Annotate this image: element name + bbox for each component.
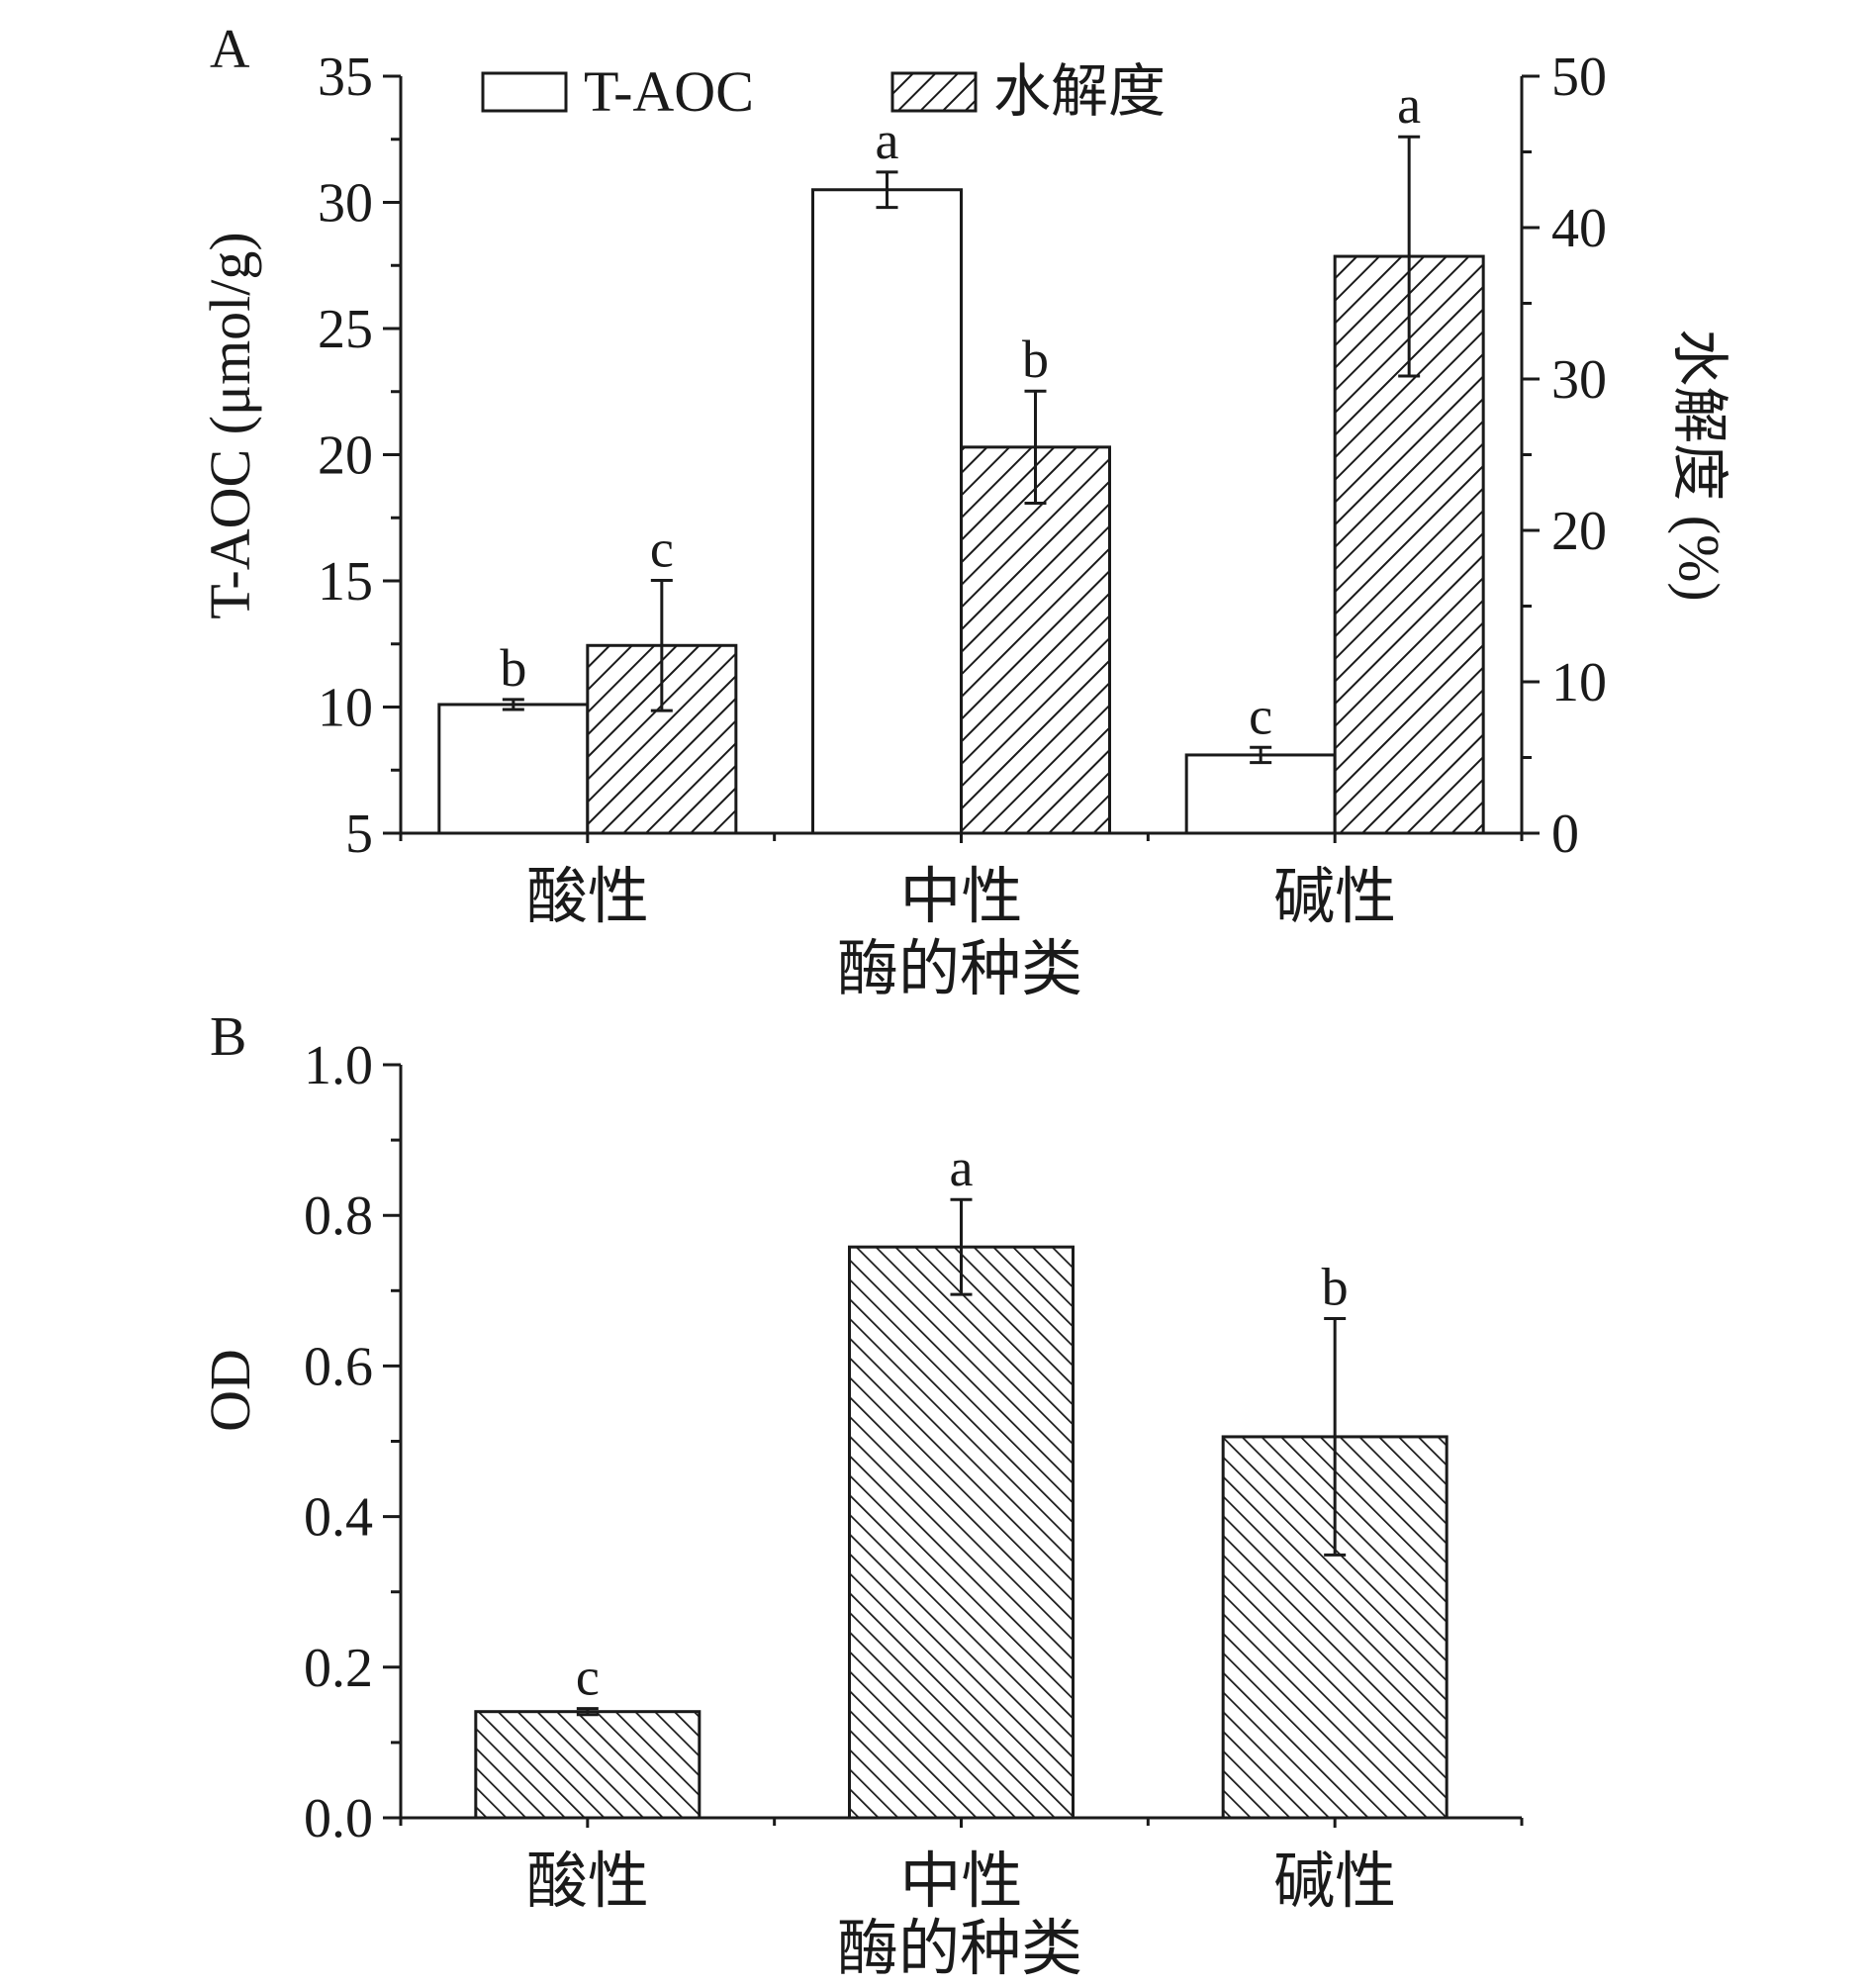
y-tick-label-b-3: 0.4 [304,1487,373,1549]
x-tick-label-b-2: 中性 [899,1848,1022,1916]
x-tick-label-b-3: 碱性 [1273,1848,1396,1916]
bar-hydrolysis-2 [960,445,1111,835]
sig-label-hydrolysis-3: a [1397,75,1421,135]
bar-od-2 [848,1245,1075,1820]
x-tick-label-a-3: 碱性 [1273,864,1396,931]
panel-b-x-axis-title: 酶的种类 [837,1916,1082,1983]
legend-swatch-t-aoc [481,71,568,113]
x-tick-label-b-1: 酸性 [526,1848,649,1916]
legend-label-hydrolysis: 水解度 [993,59,1166,124]
bar-t-aoc-2 [811,188,963,835]
y2-tick-label-a-1: 0 [1551,804,1579,865]
y-tick-label-b-1: 0.0 [304,1788,373,1849]
y2-tick-label-a-2: 10 [1551,652,1607,713]
sig-label-hydrolysis-2: b [1022,330,1049,389]
y-tick-label-a-7: 35 [318,47,373,108]
panel-a-x-axis-title: 酶的种类 [837,936,1082,1003]
sig-label-t-aoc-1: b [500,638,526,698]
y2-tick-label-a-3: 20 [1551,501,1607,562]
y-tick-label-a-6: 30 [318,173,373,235]
panel-b-y-axis-title: OD [198,1349,262,1432]
bar-t-aoc-3 [1184,753,1337,835]
legend: T-AOC 水解度 [481,59,1166,124]
sig-label-od-1: c [576,1648,600,1707]
bar-t-aoc-1 [437,703,590,835]
y2-tick-label-a-5: 40 [1551,198,1607,259]
y2-tick-label-a-4: 30 [1551,349,1607,411]
bar-od-1 [474,1710,701,1820]
y-tick-label-b-4: 0.6 [304,1336,373,1397]
panel-b: B c a b 酸性 中性 碱性 0.0 0.2 0.4 0.6 0.8 1.0 OD 酶的种类 [198,1006,1524,1983]
x-tick-label-a-2: 中性 [899,864,1022,931]
sig-label-t-aoc-3: c [1249,686,1272,745]
panel-a-letter: A [210,19,250,80]
sig-label-od-3: b [1322,1257,1349,1316]
y-tick-label-a-1: 5 [345,804,373,865]
panel-b-letter: B [210,1006,246,1068]
panel-a-y-axis-title: T-AOC (μmol/g) [198,232,262,618]
legend-swatch-hydrolysis [890,71,978,113]
y-tick-label-b-2: 0.2 [304,1638,373,1699]
y-tick-label-b-6: 1.0 [304,1035,373,1096]
y-tick-label-a-3: 15 [318,551,373,613]
sig-label-hydrolysis-1: c [650,519,674,578]
y-tick-label-b-5: 0.8 [304,1185,373,1247]
panel-a-y2-axis-title: 水解度 (%) [1667,329,1731,601]
sig-label-od-2: a [950,1138,974,1197]
x-tick-label-a-1: 酸性 [526,864,649,931]
y-tick-label-a-4: 20 [318,426,373,487]
sig-label-t-aoc-2: a [876,111,899,170]
legend-label-t-aoc: T-AOC [584,59,754,124]
y2-tick-label-a-6: 50 [1551,47,1607,108]
y-tick-label-a-5: 25 [318,299,373,360]
y-tick-label-a-2: 10 [318,678,373,739]
